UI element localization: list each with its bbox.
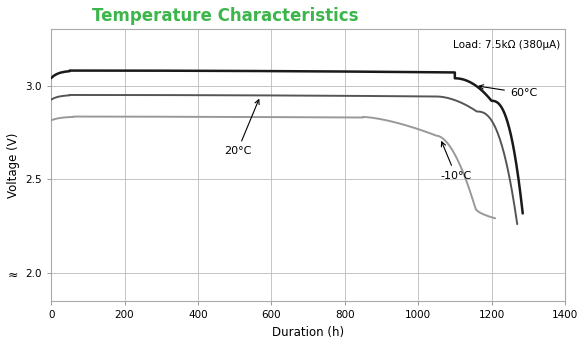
Text: 60°C: 60°C: [479, 85, 537, 98]
Text: Load: 7.5kΩ (380μA): Load: 7.5kΩ (380μA): [453, 40, 560, 50]
Text: 20°C: 20°C: [223, 100, 259, 156]
Text: -10°C: -10°C: [440, 142, 472, 181]
Text: ≈: ≈: [8, 269, 18, 282]
Y-axis label: Voltage (V): Voltage (V): [7, 133, 20, 198]
X-axis label: Duration (h): Duration (h): [272, 326, 344, 339]
Text: Temperature Characteristics: Temperature Characteristics: [92, 7, 359, 25]
